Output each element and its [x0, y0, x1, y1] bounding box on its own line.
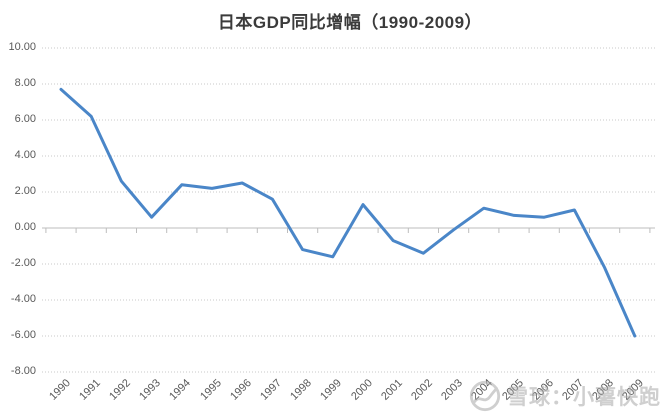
chart-title: 日本GDP同比增幅（1990-2009）	[217, 13, 483, 32]
gdp-line-series	[59, 87, 637, 338]
gridlines	[42, 47, 655, 373]
xueqiu-logo-icon	[469, 380, 501, 412]
watermark: 雪球：小薯快跑	[468, 376, 661, 416]
watermark-text: 雪球：小薯快跑	[507, 386, 661, 409]
